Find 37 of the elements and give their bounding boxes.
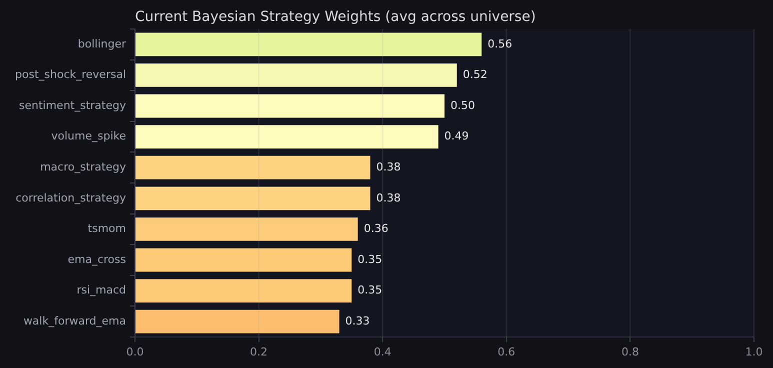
data-label: 0.50 (450, 98, 475, 112)
bar (136, 156, 370, 180)
data-label: 0.35 (358, 284, 382, 297)
chart-title: Current Bayesian Strategy Weights (avg across universe) (135, 9, 536, 25)
y-tick-label: rsi_macd (76, 284, 126, 297)
data-label: 0.36 (364, 222, 388, 236)
y-tick-label: macro_strategy (40, 160, 126, 174)
bar (136, 63, 457, 87)
y-tick-label: correlation_strategy (16, 191, 126, 204)
bar (136, 32, 482, 56)
bar (136, 279, 352, 303)
bar (136, 94, 444, 118)
y-tick-label: bollinger (78, 37, 126, 50)
y-tick-label: post_shock_reversal (15, 68, 126, 82)
y-tick-label: walk_forward_ema (23, 314, 126, 328)
x-tick-label: 0.4 (374, 345, 392, 358)
data-label: 0.38 (376, 160, 401, 174)
bar (136, 310, 340, 334)
y-tick-label: sentiment_strategy (19, 98, 126, 112)
y-tick-label: tsmom (88, 222, 126, 236)
y-tick-label: volume_spike (51, 130, 126, 143)
bar (136, 248, 352, 272)
bar (136, 125, 438, 149)
data-label: 0.56 (488, 37, 512, 50)
x-tick-label: 1.0 (745, 345, 763, 358)
x-tick-label: 0.0 (126, 345, 144, 358)
data-label: 0.33 (345, 314, 370, 328)
bar (136, 186, 370, 210)
data-label: 0.49 (444, 130, 469, 143)
x-tick-label: 0.8 (621, 345, 639, 358)
x-tick-label: 0.2 (250, 345, 268, 358)
data-label: 0.35 (358, 252, 382, 266)
x-tick-label: 0.6 (498, 345, 516, 358)
data-label: 0.38 (376, 191, 401, 204)
y-tick-label: ema_cross (68, 252, 126, 266)
bar (136, 217, 358, 241)
data-label: 0.52 (462, 68, 488, 82)
